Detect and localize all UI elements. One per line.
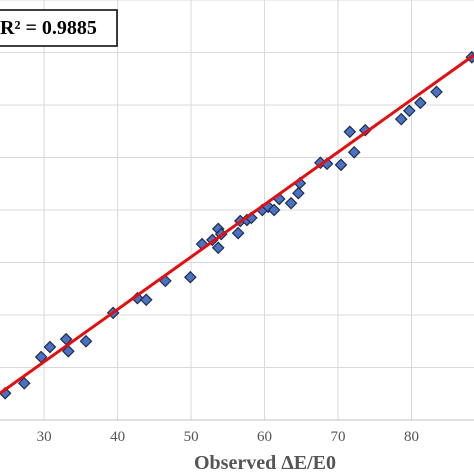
- data-point: [430, 85, 443, 99]
- data-point: [17, 376, 31, 390]
- data-point: [292, 186, 305, 200]
- annotation-box: [0, 9, 118, 47]
- data-point: [414, 96, 427, 110]
- data-point: [334, 158, 348, 172]
- data-point: [284, 196, 298, 210]
- data-point: [79, 334, 93, 348]
- data-point: [231, 226, 245, 240]
- data-point: [402, 104, 416, 118]
- x-tick-label: 60: [257, 429, 272, 445]
- x-tick-label: 80: [404, 429, 419, 445]
- data-point: [347, 145, 361, 159]
- data-point: [343, 125, 357, 139]
- data-point: [43, 340, 57, 354]
- x-tick-label: 30: [37, 429, 52, 445]
- trendline: [0, 53, 474, 395]
- grid: [0, 0, 474, 421]
- marks: [0, 50, 474, 400]
- data-point: [394, 112, 408, 126]
- data-point: [211, 241, 225, 255]
- data-point: [183, 270, 197, 284]
- x-tick-label: 70: [331, 429, 346, 445]
- data-point: [267, 203, 281, 217]
- data-point: [61, 344, 75, 358]
- r2-annotation: R² = 0.9885: [0, 17, 97, 39]
- x-tick-label: 40: [110, 429, 125, 445]
- x-axis-title: Observed ΔE/E0: [194, 452, 336, 474]
- data-point: [139, 293, 153, 307]
- x-tick-label: 50: [184, 429, 199, 445]
